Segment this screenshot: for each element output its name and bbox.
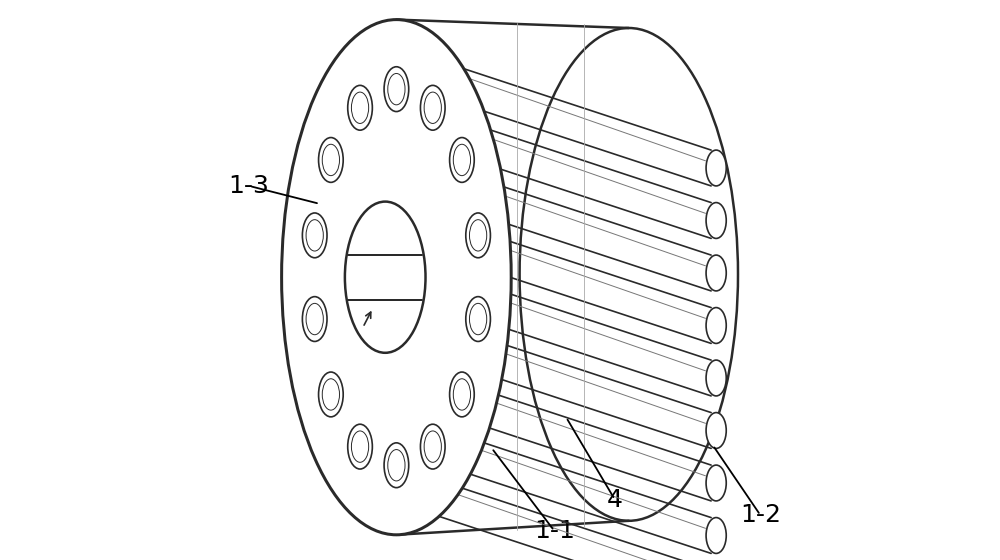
Ellipse shape	[420, 424, 445, 469]
Ellipse shape	[706, 307, 726, 343]
Ellipse shape	[420, 85, 445, 130]
Ellipse shape	[706, 465, 726, 501]
Ellipse shape	[384, 443, 409, 488]
Ellipse shape	[520, 28, 738, 521]
Ellipse shape	[351, 92, 369, 123]
Text: 1-2: 1-2	[740, 503, 781, 527]
Ellipse shape	[306, 304, 323, 335]
Ellipse shape	[388, 73, 405, 105]
Ellipse shape	[348, 424, 372, 469]
Ellipse shape	[706, 360, 726, 396]
Ellipse shape	[319, 372, 343, 417]
Text: 1-3: 1-3	[229, 174, 270, 198]
Ellipse shape	[302, 213, 327, 258]
Ellipse shape	[706, 203, 726, 239]
Ellipse shape	[388, 450, 405, 481]
Ellipse shape	[453, 144, 471, 176]
Ellipse shape	[351, 431, 369, 463]
Ellipse shape	[706, 150, 726, 186]
Ellipse shape	[706, 413, 726, 449]
Ellipse shape	[466, 297, 490, 342]
Ellipse shape	[450, 138, 474, 183]
Ellipse shape	[384, 67, 409, 111]
Ellipse shape	[706, 255, 726, 291]
Ellipse shape	[466, 213, 490, 258]
Ellipse shape	[319, 138, 343, 183]
Ellipse shape	[322, 144, 340, 176]
Ellipse shape	[424, 431, 441, 463]
Ellipse shape	[469, 304, 487, 335]
Ellipse shape	[345, 202, 426, 353]
Text: 1-1: 1-1	[534, 519, 575, 543]
Ellipse shape	[306, 220, 323, 251]
Ellipse shape	[450, 372, 474, 417]
Ellipse shape	[424, 92, 441, 123]
Ellipse shape	[706, 517, 726, 553]
Ellipse shape	[322, 379, 340, 410]
Ellipse shape	[302, 297, 327, 342]
Ellipse shape	[453, 379, 471, 410]
Text: 4: 4	[607, 488, 623, 511]
Ellipse shape	[469, 220, 487, 251]
Ellipse shape	[348, 85, 372, 130]
Ellipse shape	[282, 20, 511, 535]
